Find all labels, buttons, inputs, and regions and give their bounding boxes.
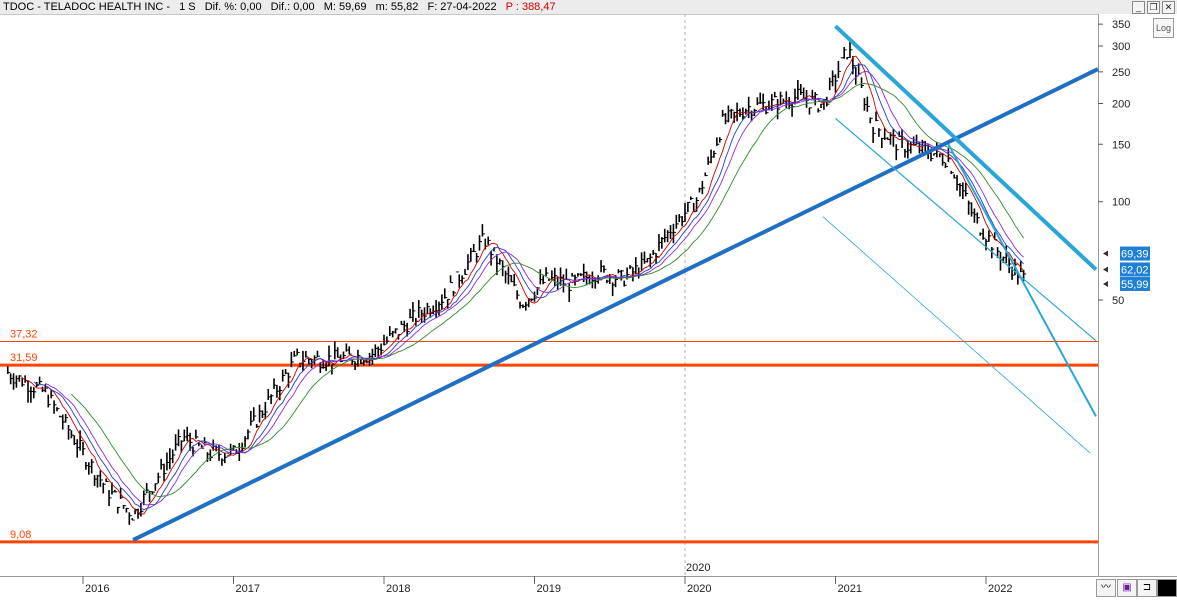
downtrend-line-upper bbox=[834, 24, 1098, 271]
ticker-name: TDOC - TELADOC HEALTH INC - bbox=[3, 1, 171, 13]
x-tick-label: 2019 bbox=[537, 583, 561, 595]
chart-type-icon[interactable]: 〰 bbox=[1096, 579, 1116, 597]
downtrend-line-thin bbox=[835, 117, 1097, 342]
y-tick-label: 200 bbox=[1112, 98, 1130, 110]
price-axis bbox=[1098, 14, 1177, 576]
save-icon[interactable]: ▣ bbox=[1117, 579, 1137, 597]
window-controls: _ ❐ ✕ bbox=[1132, 1, 1175, 14]
moving-average-purple bbox=[45, 71, 1024, 506]
min: m: 55,82 bbox=[375, 1, 419, 13]
price-label: 69,39 bbox=[1121, 249, 1149, 261]
downtrend-line-lower bbox=[822, 216, 1091, 454]
price-label-arrow bbox=[1103, 250, 1108, 257]
x-tick-label: 2018 bbox=[386, 583, 410, 595]
period: 1 S bbox=[179, 1, 196, 13]
support-line-label: 9,08 bbox=[10, 529, 31, 541]
time-axis bbox=[0, 576, 1177, 600]
chart-header: TDOC - TELADOC HEALTH INC - 1 S Dif. %: … bbox=[0, 0, 1177, 15]
x-tick-label: 2021 bbox=[838, 583, 862, 595]
x-tick-label: 2017 bbox=[236, 583, 260, 595]
panel-icon[interactable]: ⊐ bbox=[1137, 579, 1157, 597]
y-tick-label: 300 bbox=[1112, 41, 1130, 53]
minimize-icon[interactable]: _ bbox=[1132, 1, 1145, 14]
y-tick-label: 150 bbox=[1112, 139, 1130, 151]
price-label-box bbox=[1120, 246, 1150, 261]
x-tick-label: 2020 bbox=[687, 583, 711, 595]
year-marker-label: 2020 bbox=[686, 562, 710, 574]
dif: Dif.: 0,00 bbox=[270, 1, 315, 13]
y-tick-label: 350 bbox=[1112, 19, 1130, 31]
price-label-arrow bbox=[1103, 266, 1108, 273]
price-label: 62,02 bbox=[1121, 264, 1149, 276]
dif-pct: Dif. %: 0,00 bbox=[204, 1, 262, 13]
price-label: 55,99 bbox=[1121, 279, 1149, 291]
x-tick-label: 2016 bbox=[85, 583, 109, 595]
price-label-arrow bbox=[1103, 280, 1108, 287]
uptrend-line bbox=[132, 67, 1099, 542]
log-scale-button[interactable]: Log bbox=[1153, 18, 1174, 38]
y-tick-label: 100 bbox=[1112, 197, 1130, 209]
support-line-label: 37,32 bbox=[10, 328, 38, 340]
max: M: 59,69 bbox=[323, 1, 367, 13]
moving-average-green bbox=[71, 82, 1024, 497]
support-line-label: 31,59 bbox=[10, 352, 38, 364]
y-tick-label: 250 bbox=[1112, 67, 1130, 79]
price-bars bbox=[6, 41, 1027, 525]
date: F: 27-04-2022 bbox=[427, 1, 497, 13]
downtrend-line-mid bbox=[947, 143, 1097, 417]
price-label-box bbox=[1120, 276, 1150, 291]
restore-icon[interactable]: ❐ bbox=[1147, 1, 1160, 14]
close-icon[interactable]: ✕ bbox=[1162, 1, 1175, 14]
y-tick-label: 50 bbox=[1112, 295, 1124, 307]
moving-average-red bbox=[21, 55, 1024, 515]
price-label-box bbox=[1120, 262, 1150, 277]
moving-average-blue bbox=[33, 64, 1024, 511]
p-value: P : 388,47 bbox=[505, 1, 556, 13]
x-tick-label: 2022 bbox=[988, 583, 1012, 595]
